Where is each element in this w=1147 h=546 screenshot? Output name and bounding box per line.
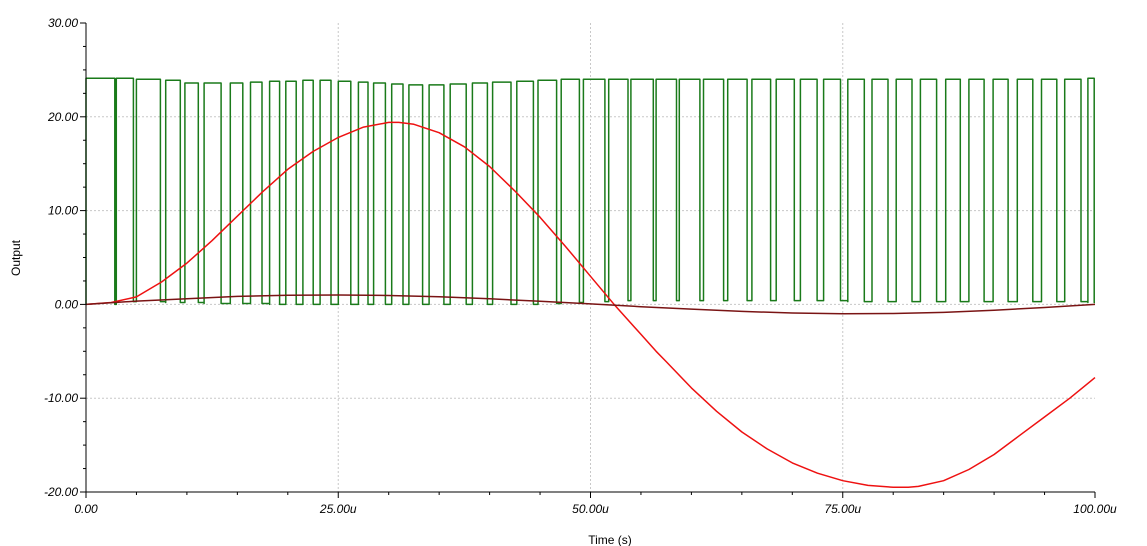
tick-labels: 30.00 20.00 10.00 0.00 -10.00 -20.00 0.00 25.00… <box>44 16 1117 516</box>
x-tick-label: 25.00u <box>319 502 357 516</box>
series-line-3 <box>85 294 1096 315</box>
x-tick-label: 75.00u <box>824 502 861 516</box>
series-layer <box>85 77 1096 489</box>
series-line-2 <box>85 121 1096 489</box>
y-tick-label: -10.00 <box>44 391 78 405</box>
x-tick-label: 100.00u <box>1073 502 1117 516</box>
y-tick-label: 10.00 <box>48 204 78 218</box>
y-tick-label: 30.00 <box>48 16 78 30</box>
y-tick-label: -20.00 <box>44 485 78 499</box>
series-line-1 <box>85 77 1095 306</box>
x-tick-label: 0.00 <box>74 502 98 516</box>
x-axis-title: Time (s) <box>588 533 632 546</box>
axes <box>80 22 1096 498</box>
x-tick-label: 50.00u <box>572 502 609 516</box>
y-tick-label: 0.00 <box>55 297 79 311</box>
y-tick-label: 20.00 <box>47 110 78 124</box>
grid-lines <box>86 23 1095 492</box>
y-axis-title: Output <box>9 239 23 276</box>
